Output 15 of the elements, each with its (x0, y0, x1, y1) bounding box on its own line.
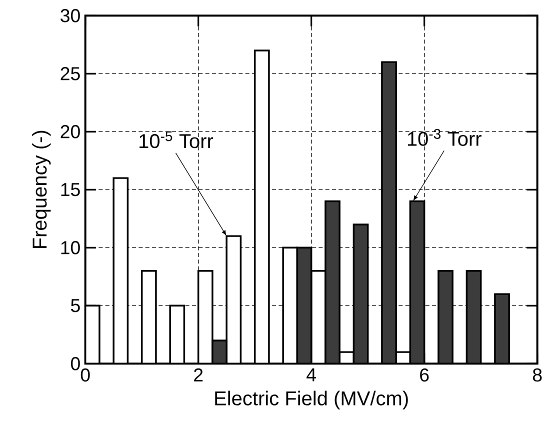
y-tick-label: 15 (61, 183, 80, 196)
y-tick-label: 30 (60, 9, 80, 22)
y-tick-label: 5 (71, 299, 80, 312)
x-tick-label: 4 (306, 368, 316, 382)
x-axis-title: Electric Field (MV/cm) (215, 390, 408, 410)
y-axis-title: Frequency (-) (32, 130, 51, 248)
y-tick-label: 10 (61, 241, 80, 254)
x-tick-label: 0 (80, 368, 90, 382)
annotation: 10$^{-3}$ Torr (408, 129, 482, 146)
y-tick-label: 25 (60, 67, 80, 80)
x-tick-label: 8 (532, 368, 542, 382)
x-tick-label: 2 (194, 368, 203, 382)
y-tick-label: 0 (70, 357, 80, 370)
x-tick-label: 6 (420, 368, 429, 382)
y-tick-label: 20 (60, 125, 80, 138)
